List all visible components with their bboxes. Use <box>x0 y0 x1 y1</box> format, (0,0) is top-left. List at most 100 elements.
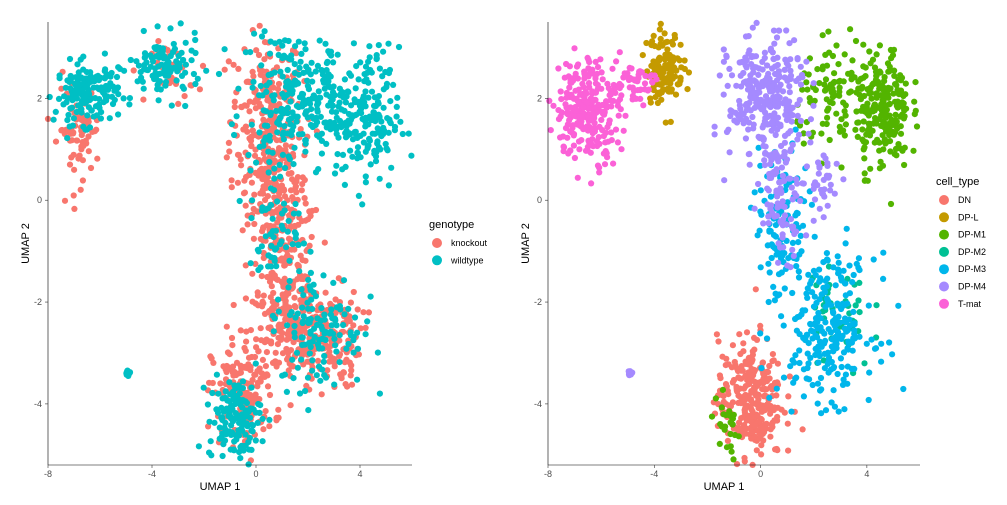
point <box>788 408 795 415</box>
point <box>158 61 165 68</box>
point <box>379 73 386 80</box>
point <box>374 349 381 356</box>
point <box>716 72 723 79</box>
point <box>274 219 281 226</box>
point <box>813 299 820 307</box>
point <box>269 298 276 305</box>
point <box>757 187 764 194</box>
point <box>287 402 294 409</box>
point <box>260 116 267 123</box>
point <box>774 61 781 69</box>
point <box>736 331 743 338</box>
point <box>314 106 321 113</box>
point <box>277 187 284 194</box>
point <box>256 143 263 150</box>
point <box>327 300 334 307</box>
point <box>742 102 749 109</box>
point <box>70 92 77 99</box>
point <box>612 126 620 133</box>
point <box>270 305 277 312</box>
point <box>289 82 296 89</box>
point <box>794 180 801 187</box>
point <box>768 254 775 262</box>
point <box>85 104 92 111</box>
point <box>206 449 213 456</box>
point <box>570 132 577 139</box>
point <box>572 70 579 77</box>
point <box>778 269 785 276</box>
point <box>55 95 63 102</box>
point <box>338 120 345 127</box>
point <box>300 240 307 247</box>
point <box>293 118 300 125</box>
point <box>592 80 600 87</box>
point <box>248 142 255 149</box>
point <box>271 165 278 172</box>
point <box>98 109 105 116</box>
point <box>154 86 161 93</box>
point <box>672 91 680 98</box>
point <box>80 53 87 60</box>
legend-label: knockout <box>451 238 488 248</box>
point <box>267 127 274 134</box>
point <box>596 123 603 130</box>
point <box>765 213 772 220</box>
point <box>870 120 877 127</box>
point <box>66 161 74 168</box>
point <box>605 120 613 127</box>
point <box>769 120 776 127</box>
point <box>173 77 180 84</box>
point <box>897 77 905 84</box>
point <box>792 212 799 219</box>
point <box>75 155 82 162</box>
point <box>314 315 321 322</box>
point <box>360 139 367 146</box>
point <box>231 98 238 105</box>
series-DP-L <box>639 20 693 126</box>
point <box>788 184 795 191</box>
point <box>870 81 877 88</box>
point <box>204 401 211 408</box>
point <box>64 135 71 142</box>
point <box>71 205 78 212</box>
point <box>773 34 781 41</box>
point <box>745 395 753 402</box>
point <box>911 98 918 105</box>
point <box>774 360 782 367</box>
point <box>847 26 854 33</box>
point <box>775 259 782 266</box>
point <box>755 180 762 188</box>
point <box>789 289 796 297</box>
point <box>291 294 298 301</box>
x-tick-label: -8 <box>544 469 552 479</box>
point <box>713 331 721 338</box>
y-tick-label: 0 <box>537 195 542 205</box>
point <box>759 66 766 73</box>
point <box>195 443 202 450</box>
point <box>304 216 312 223</box>
point <box>71 166 78 173</box>
point <box>817 315 824 322</box>
point <box>772 222 780 229</box>
point <box>775 158 782 165</box>
point <box>242 347 249 354</box>
point <box>740 69 747 77</box>
point <box>793 327 801 334</box>
point <box>851 74 858 81</box>
point <box>848 365 856 372</box>
point <box>773 251 780 258</box>
point <box>628 65 635 72</box>
point <box>285 284 292 291</box>
point <box>285 170 292 177</box>
point <box>155 38 162 45</box>
point <box>784 420 791 427</box>
point <box>837 355 845 362</box>
point <box>302 387 309 395</box>
point <box>366 43 373 50</box>
point <box>190 70 197 78</box>
point <box>249 376 256 384</box>
point <box>253 336 260 343</box>
point <box>797 117 805 124</box>
point <box>297 58 304 65</box>
point <box>830 364 838 371</box>
